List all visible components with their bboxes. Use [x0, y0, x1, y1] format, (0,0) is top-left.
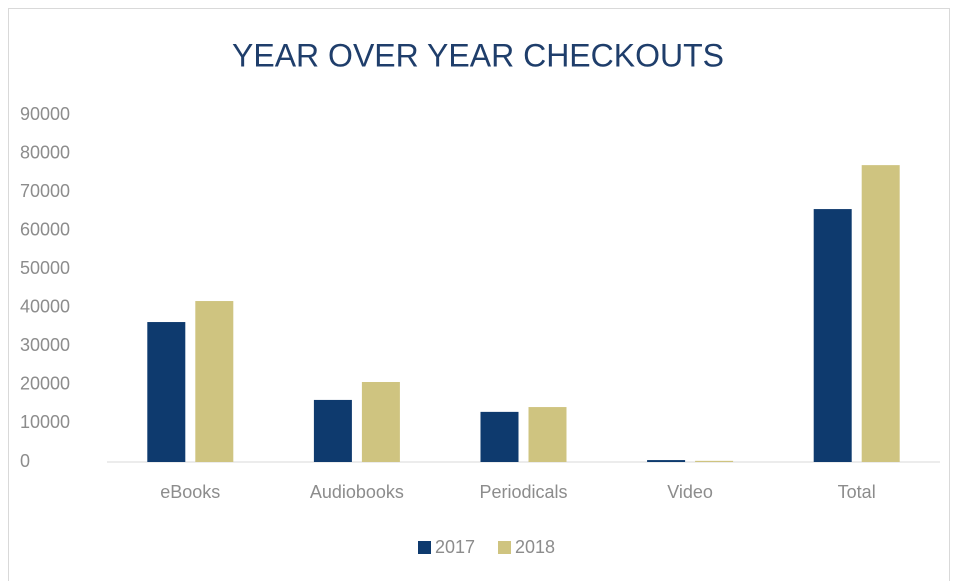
- bar: [147, 322, 186, 462]
- legend-label: 2018: [515, 537, 555, 557]
- bar: [861, 165, 900, 462]
- bar: [813, 209, 852, 462]
- y-tick-label: 30000: [20, 335, 70, 355]
- y-tick-label: 40000: [20, 297, 70, 317]
- x-tick-label: Video: [667, 482, 713, 502]
- bar: [361, 381, 400, 462]
- bar: [528, 407, 567, 462]
- y-tick-label: 50000: [20, 258, 70, 278]
- chart-frame: [8, 8, 950, 581]
- x-tick-label: eBooks: [160, 482, 220, 502]
- legend-swatch: [418, 541, 431, 554]
- legend-swatch: [498, 541, 511, 554]
- y-tick-label: 70000: [20, 181, 70, 201]
- bar: [647, 460, 686, 462]
- y-tick-label: 0: [20, 451, 30, 471]
- x-tick-label: Audiobooks: [310, 482, 404, 502]
- y-tick-label: 90000: [20, 104, 70, 124]
- bar: [313, 399, 352, 462]
- bar: [195, 301, 234, 462]
- x-tick-label: Total: [838, 482, 876, 502]
- chart-title: YEAR OVER YEAR CHECKOUTS: [232, 37, 724, 73]
- bar: [695, 460, 734, 462]
- y-tick-label: 60000: [20, 219, 70, 239]
- x-tick-label: Periodicals: [479, 482, 567, 502]
- y-tick-label: 80000: [20, 142, 70, 162]
- y-tick-label: 20000: [20, 374, 70, 394]
- legend-label: 2017: [435, 537, 475, 557]
- y-tick-label: 10000: [20, 412, 70, 432]
- bar: [480, 411, 519, 462]
